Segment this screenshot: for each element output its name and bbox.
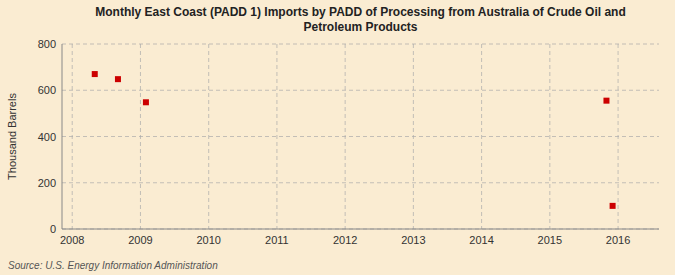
title-line: Petroleum Products xyxy=(303,20,417,34)
title-line: Monthly East Coast (PADD 1) Imports by P… xyxy=(95,5,626,19)
y-grid-line xyxy=(62,229,659,230)
y-tick-label: 600 xyxy=(38,84,56,96)
point xyxy=(92,71,98,77)
x-axis-line xyxy=(62,229,659,230)
chart: Monthly East Coast (PADD 1) Imports by P… xyxy=(0,0,675,275)
x-grid-line xyxy=(481,44,482,229)
y-tick-label: 0 xyxy=(50,223,56,235)
x-tick-label: 2011 xyxy=(265,234,289,246)
point xyxy=(115,76,121,82)
point xyxy=(603,98,609,104)
y-grid-line xyxy=(62,90,659,91)
grid xyxy=(62,44,659,229)
x-tick-label: 2013 xyxy=(401,234,425,246)
x-tick-label: 2008 xyxy=(60,234,84,246)
y-tick-label: 800 xyxy=(38,38,56,50)
x-tick-label: 2014 xyxy=(469,234,493,246)
x-tick-label: 2009 xyxy=(128,234,152,246)
y-grid-line xyxy=(62,182,659,183)
x-tick-label: 2012 xyxy=(333,234,357,246)
x-tick-label: 2010 xyxy=(196,234,220,246)
x-grid-line xyxy=(549,44,550,229)
background xyxy=(0,0,675,275)
point xyxy=(143,99,149,105)
x-grid-line xyxy=(276,44,277,229)
y-tick-label: 400 xyxy=(38,131,56,143)
x-tick-label: 2015 xyxy=(538,234,562,246)
y-axis-label: Thousand Barrels xyxy=(6,93,18,180)
x-tick-label: 2016 xyxy=(606,234,630,246)
y-axis-line xyxy=(62,44,63,229)
point xyxy=(610,203,616,209)
y-grid-line xyxy=(62,136,659,137)
title: Monthly East Coast (PADD 1) Imports by P… xyxy=(95,5,626,34)
source-note: Source: U.S. Energy Information Administ… xyxy=(8,260,218,271)
points xyxy=(92,71,616,209)
y-tick-label: 200 xyxy=(38,177,56,189)
y-grid-line xyxy=(62,44,659,45)
